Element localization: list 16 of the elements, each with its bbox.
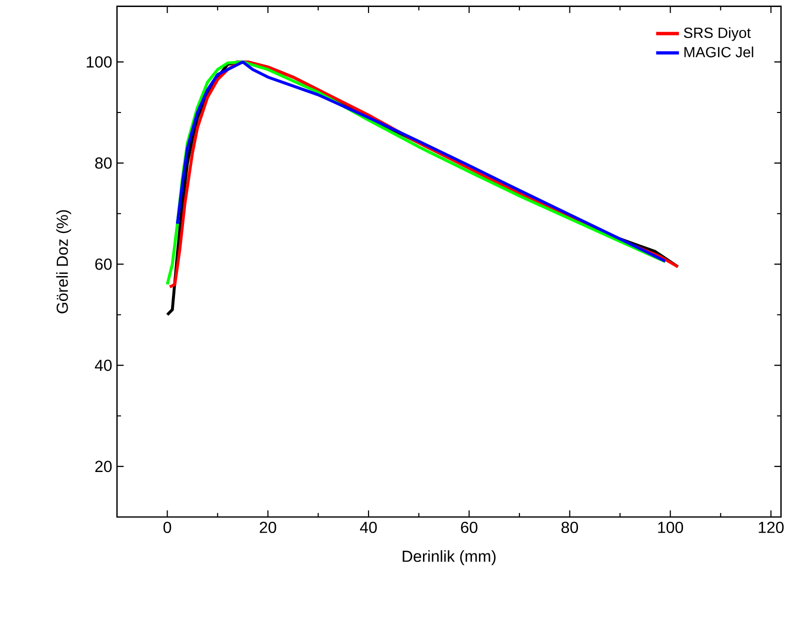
y-tick-label: 40: [94, 360, 112, 371]
y-axis-title: Göreli Doz (%): [56, 210, 72, 314]
y-tick-label: 80: [95, 157, 112, 169]
y-tick-label: 60: [95, 258, 112, 270]
x-tick-label: 100: [658, 522, 684, 534]
legend-label: MAGIC Jel: [684, 46, 754, 58]
x-tick-label: 20: [260, 522, 276, 534]
x-tick-label: 80: [562, 522, 578, 534]
x-tick-label: 120: [758, 522, 784, 534]
y-tick-label: 100: [86, 56, 112, 68]
y-tick-label: 20: [95, 460, 112, 472]
x-tick-label: 0: [163, 522, 172, 534]
legend-label: SRS Diyot: [684, 27, 751, 41]
x-axis-title: Derinlik (mm): [402, 550, 496, 566]
x-tick-label: 40: [360, 522, 377, 534]
x-tick-label: 60: [461, 522, 478, 534]
